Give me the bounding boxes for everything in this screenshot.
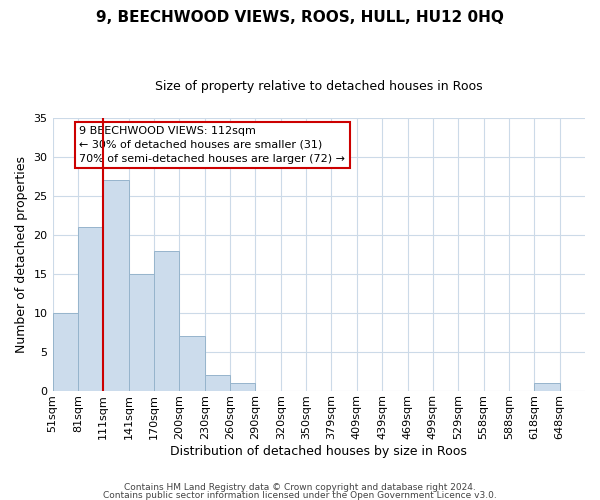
Text: 9, BEECHWOOD VIEWS, ROOS, HULL, HU12 0HQ: 9, BEECHWOOD VIEWS, ROOS, HULL, HU12 0HQ — [96, 10, 504, 25]
Text: Contains HM Land Registry data © Crown copyright and database right 2024.: Contains HM Land Registry data © Crown c… — [124, 484, 476, 492]
Bar — [534, 383, 560, 391]
Bar — [78, 227, 103, 391]
X-axis label: Distribution of detached houses by size in Roos: Distribution of detached houses by size … — [170, 444, 467, 458]
Bar — [154, 250, 179, 391]
Bar — [53, 313, 78, 391]
Bar — [103, 180, 128, 391]
Text: Contains public sector information licensed under the Open Government Licence v3: Contains public sector information licen… — [103, 490, 497, 500]
Y-axis label: Number of detached properties: Number of detached properties — [15, 156, 28, 353]
Bar — [205, 376, 230, 391]
Bar — [230, 383, 256, 391]
Text: 9 BEECHWOOD VIEWS: 112sqm
← 30% of detached houses are smaller (31)
70% of semi-: 9 BEECHWOOD VIEWS: 112sqm ← 30% of detac… — [79, 126, 345, 164]
Bar — [128, 274, 154, 391]
Bar — [179, 336, 205, 391]
Title: Size of property relative to detached houses in Roos: Size of property relative to detached ho… — [155, 80, 482, 93]
